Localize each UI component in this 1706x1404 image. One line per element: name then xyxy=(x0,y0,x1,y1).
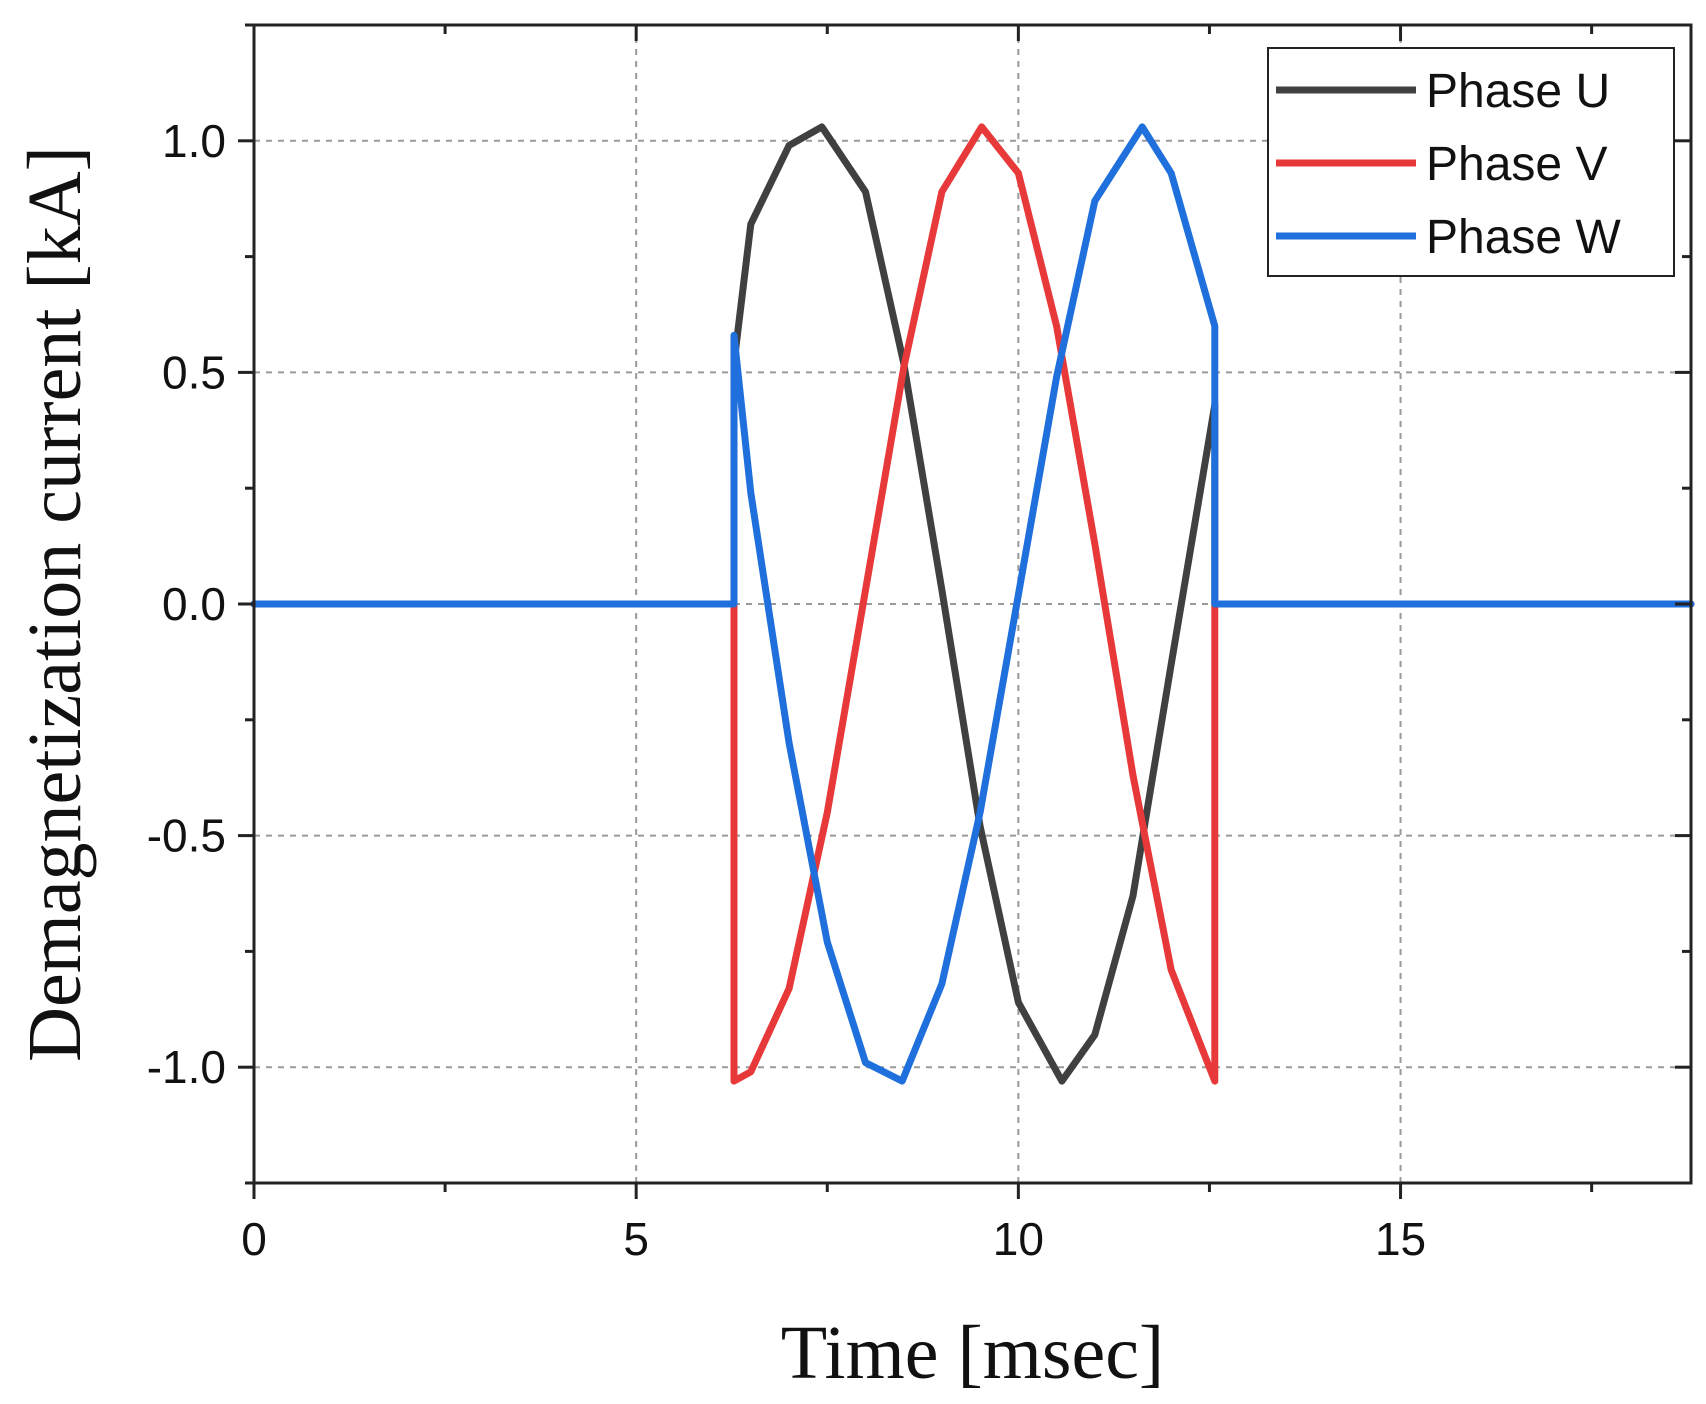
y-axis-title: Demagnetization current [kA] xyxy=(13,146,97,1062)
x-tick-label: 10 xyxy=(993,1213,1044,1265)
legend-label: Phase U xyxy=(1426,65,1610,118)
y-tick-label: 0.0 xyxy=(162,578,226,630)
series-line-phase-u xyxy=(250,123,1695,1085)
series-line-phase-w xyxy=(250,123,1695,1085)
legend-label: Phase V xyxy=(1426,138,1607,191)
x-tick-label: 0 xyxy=(241,1213,267,1265)
x-tick-label: 5 xyxy=(623,1213,649,1265)
y-tick-label: 0.5 xyxy=(162,346,226,398)
series-lines xyxy=(250,123,1695,1085)
x-axis-title: Time [msec] xyxy=(781,1311,1165,1395)
series-line-phase-v xyxy=(250,123,1695,1085)
legend: Phase U Phase V Phase W xyxy=(1267,47,1675,277)
y-tick-label: -1.0 xyxy=(147,1041,226,1093)
axes: 0 5 10 15 -1.0 -0.5 0.0 0.5 1.0 Time [msec] Demagn… xyxy=(13,23,1693,1395)
legend-label: Phase W xyxy=(1426,211,1621,264)
x-tick-label: 15 xyxy=(1375,1213,1426,1265)
y-tick-label: -0.5 xyxy=(147,810,226,862)
y-tick-label: 1.0 xyxy=(162,115,226,167)
